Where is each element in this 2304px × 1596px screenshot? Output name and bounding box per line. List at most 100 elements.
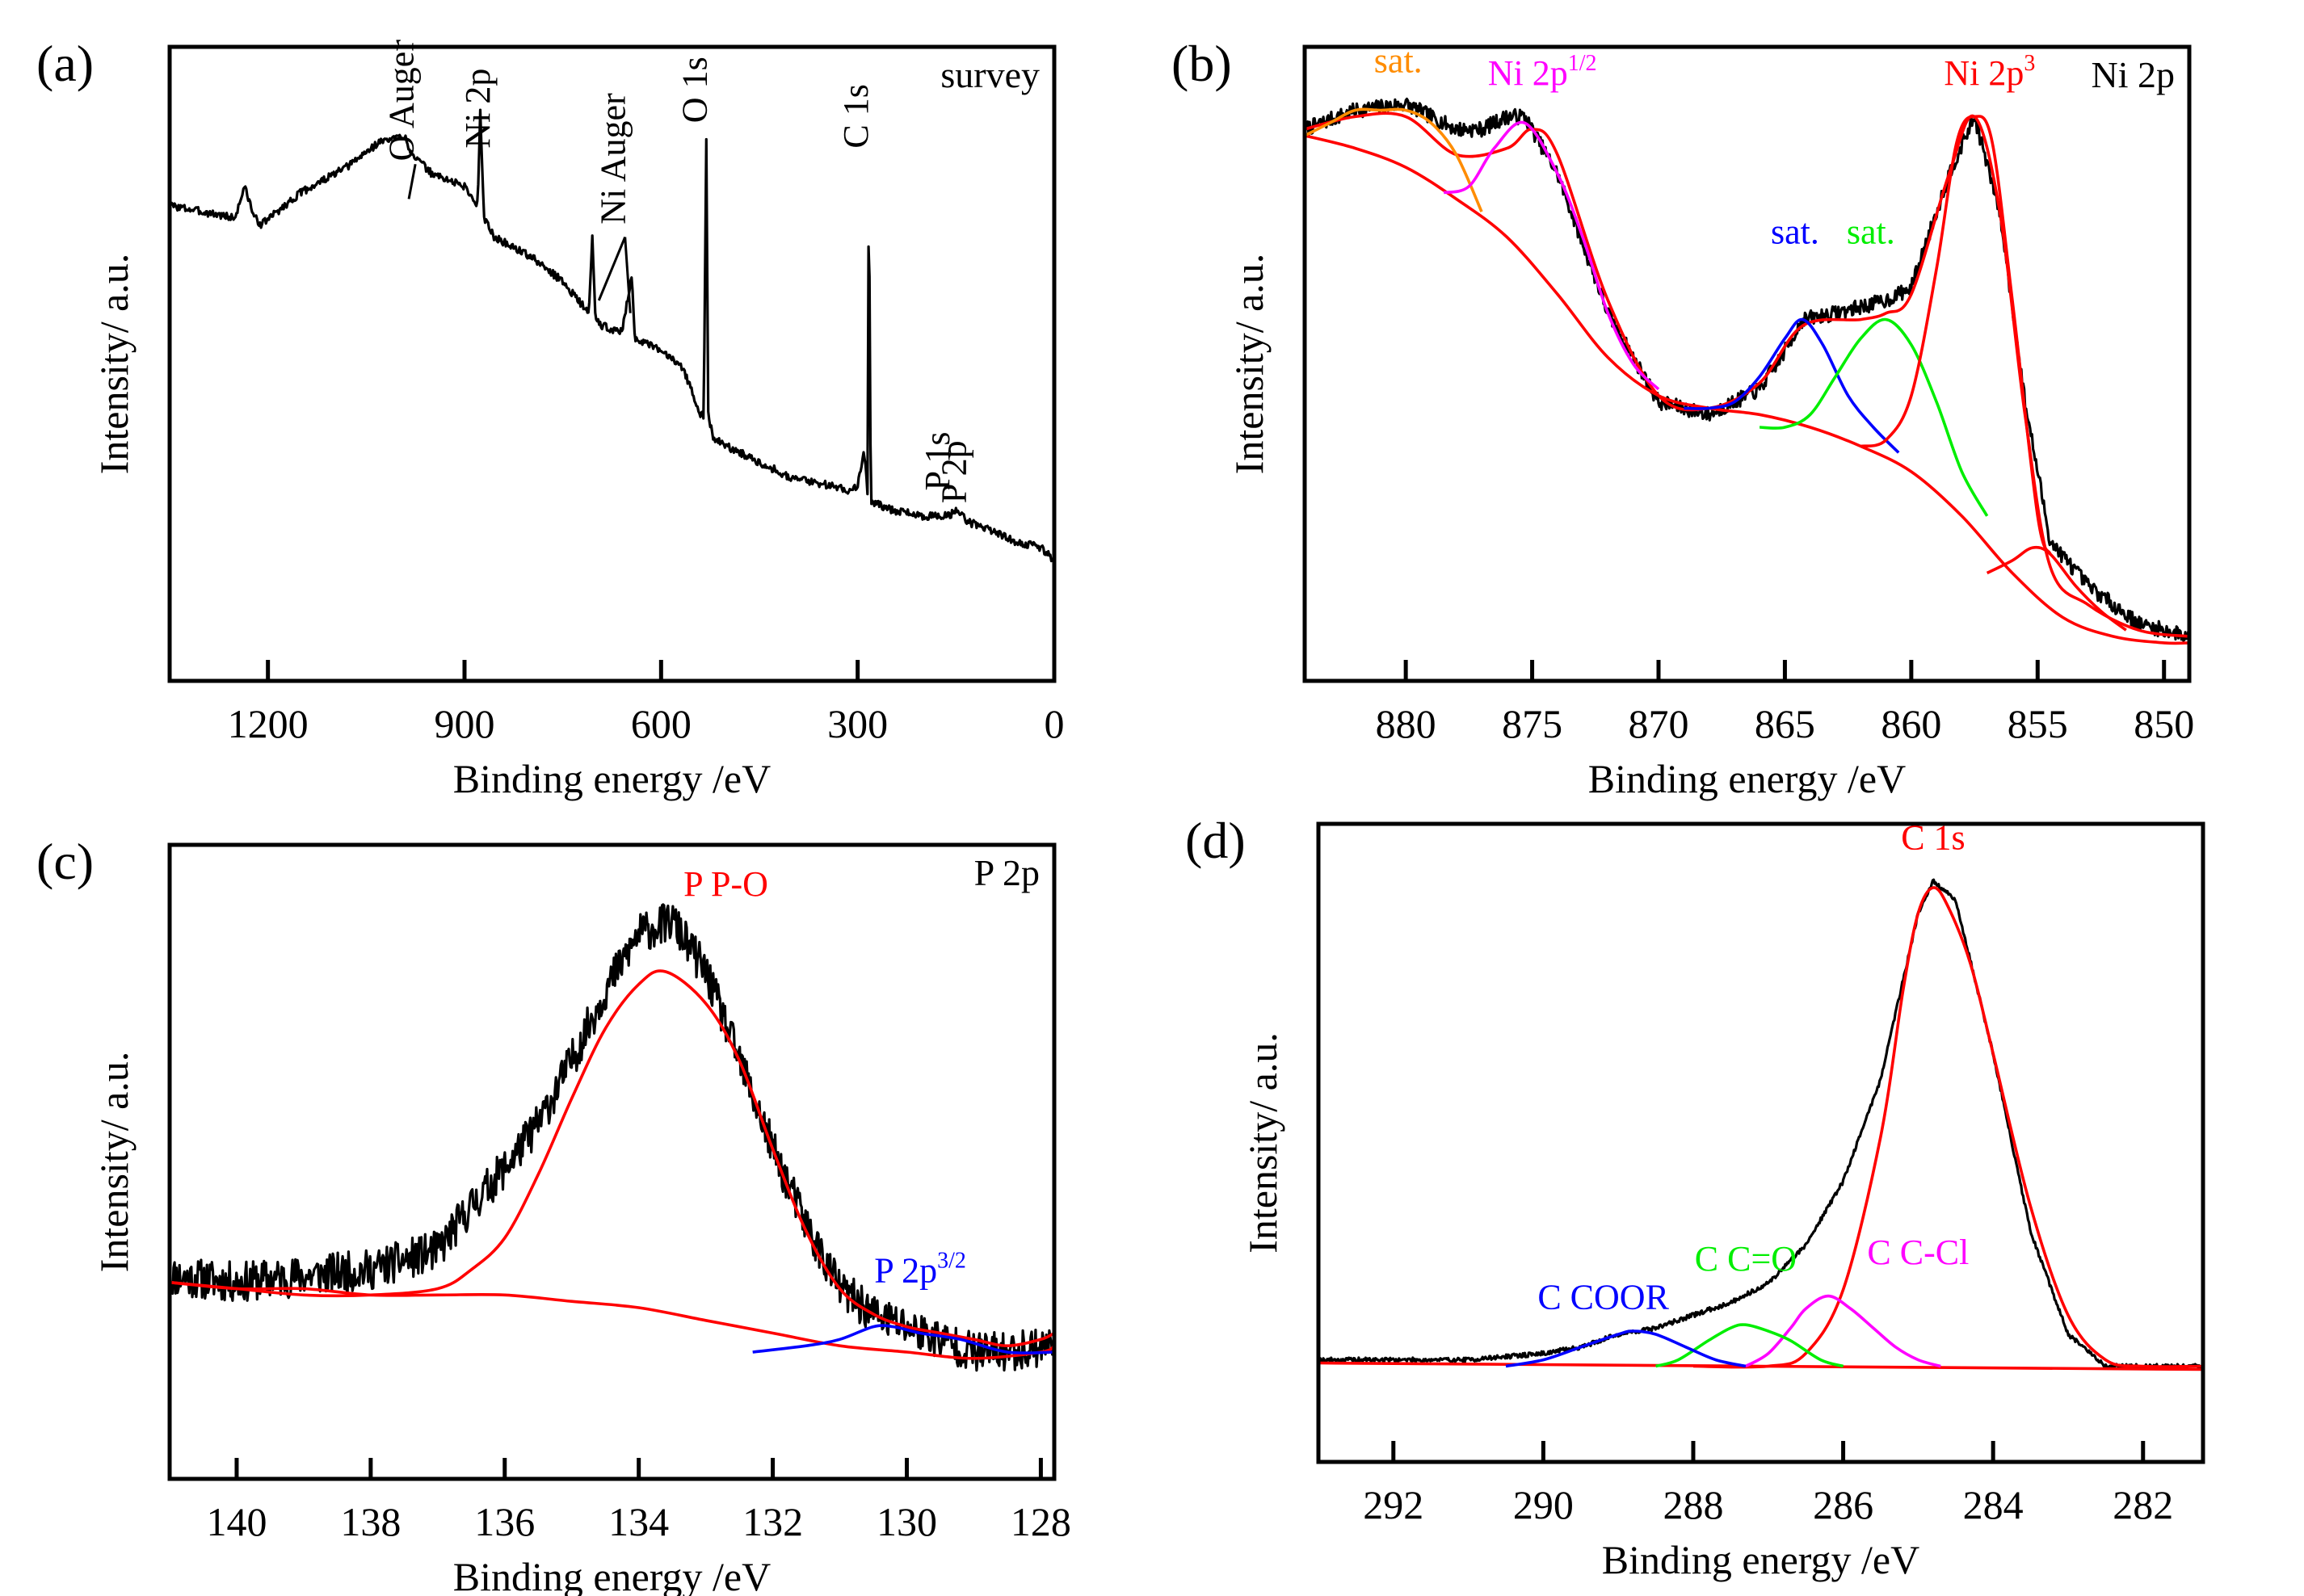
x-tick-label: 140 [206,1499,267,1544]
peak-annotation: sat. [1771,212,1819,251]
series-d-1 [1692,886,2203,1369]
x-axis-label: Binding energy /eV [1588,756,1906,801]
x-tick-label: 865 [1755,701,1815,746]
annotation-text: O Auger [382,40,422,162]
panel-label: (a) [36,35,94,92]
peak-annotation: C 1s [836,84,876,148]
series-c-2 [170,1280,1054,1360]
x-tick-label: 288 [1663,1482,1723,1527]
annotation-text: Ni 2p [1944,53,2024,93]
annotation-superscript: 3 [2024,51,2035,76]
panel-label: (b) [1171,35,1232,92]
x-tick-label: 850 [2134,701,2194,746]
peak-annotation: C C=O [1695,1239,1797,1279]
annotation-text: Ni Auger [594,93,633,225]
series-d-0 [1318,878,2203,1370]
series-d-2 [1318,1361,2203,1371]
plot-frame [167,44,1057,683]
peak-annotation: Ni 2p1/2 [1488,51,1597,93]
x-axis-label: Binding energy /eV [453,1554,771,1596]
peak-annotation: C C-Cl [1867,1233,1969,1272]
peak-annotation: Ni 2p3 [1944,51,2035,93]
annotation-text: sat. [1771,212,1819,251]
panel-b: 880 875 870 865 860 855 850 Binding energy /eV I… [1171,35,2194,801]
plot-area [1318,878,2203,1371]
peak-annotation: C 1s [1901,818,1965,858]
x-tick-label: 134 [608,1499,669,1544]
x-tick-label: 286 [1813,1482,1873,1527]
x-tick-label: 855 [2008,701,2068,746]
annotation-text: C 1s [1901,818,1965,858]
plot-frame [1302,44,2192,683]
x-axis-label: Binding energy /eV [453,756,771,801]
series-d-3 [1745,1294,1941,1368]
x-tick-label: 600 [631,701,692,746]
ni-auger-arrow-1 [597,236,627,301]
x-tick-label: 132 [742,1499,803,1544]
series-c-1 [170,969,1054,1347]
panel-label: (c) [36,833,94,890]
annotation-text: P P-O [683,864,768,904]
y-axis-label: Intensity/ a.u. [91,1052,137,1273]
panel-title: survey [940,54,1040,95]
annotation-text: P 1s [918,432,957,491]
x-tick-label: 900 [435,701,495,746]
peak-annotation: P 2p [935,440,974,503]
annotation-text: C 1s [836,84,876,148]
series-b-3 [1305,107,1483,212]
x-tick-label: 136 [474,1499,535,1544]
series-a-0 [170,108,1054,563]
annotation-text: C COOR [1537,1277,1669,1317]
annotation-superscript: 1/2 [1568,51,1597,76]
peak-annotation: P 2p3/2 [874,1249,966,1291]
x-tick-label: 282 [2113,1482,2173,1527]
annotation-text: Ni 2p [1488,53,1568,93]
series-b-5 [1684,317,1900,454]
ni-auger-arrow-2 [624,237,632,313]
panel-c: 140 138 136 134 132 130 128 Binding energy /eV I… [36,833,1071,1596]
annotation-text: O 1s [675,57,714,123]
plot-area [1305,97,2189,645]
series-d-5 [1505,1329,1747,1368]
x-axis-label: Binding energy /eV [1602,1537,1919,1582]
x-tick-label: 300 [827,701,888,746]
annotation-text: Ni 2p [458,69,498,149]
x-tick-label: 138 [340,1499,401,1544]
series-d-4 [1655,1323,1844,1368]
series-b-8 [1986,545,2127,632]
peak-annotation: Ni Auger [594,93,633,225]
x-tick-label: 1200 [228,701,309,746]
y-axis-label: Intensity/ a.u. [91,254,137,475]
x-tick-label: 290 [1513,1482,1574,1527]
peak-annotation: P 1s [918,432,957,491]
series-c-3 [752,1324,1054,1354]
x-tick-label: 870 [1629,701,1689,746]
x-tick-label: 875 [1502,701,1562,746]
series-c-0 [170,903,1054,1372]
series-b-4 [1443,120,1660,391]
plot-frame [167,842,1057,1481]
panel-a: 1200 900 600 300 0 Binding energy /eV Intensit… [36,35,1065,801]
series-b-6 [1760,317,1989,517]
panel-label: (d) [1185,812,1246,869]
x-tick-label: 128 [1011,1499,1071,1544]
annotation-text: C C=O [1695,1239,1797,1279]
x-tick-label: 292 [1363,1482,1423,1527]
x-tick-label: 284 [1963,1482,2024,1527]
series-b-1 [1305,111,2189,638]
panel-title: P 2p [974,852,1040,893]
y-axis-label: Intensity/ a.u. [1226,254,1272,475]
peak-annotation: sat. [1847,212,1895,251]
y-axis-label: Intensity/ a.u. [1240,1032,1285,1254]
peak-annotation: P P-O [683,864,768,904]
x-tick-label: 860 [1881,701,1941,746]
peak-annotation: Ni 2p [458,69,498,149]
peak-annotation: O 1s [675,57,714,123]
plot-area [170,903,1054,1372]
annotation-text: P 2p [935,440,974,503]
peak-annotation: O Auger [382,40,422,162]
panel-d: 292 290 288 286 284 282 Binding energy /eV Inte… [1185,812,2205,1582]
annotation-text: sat. [1847,212,1895,251]
series-b-2 [1305,134,2189,645]
